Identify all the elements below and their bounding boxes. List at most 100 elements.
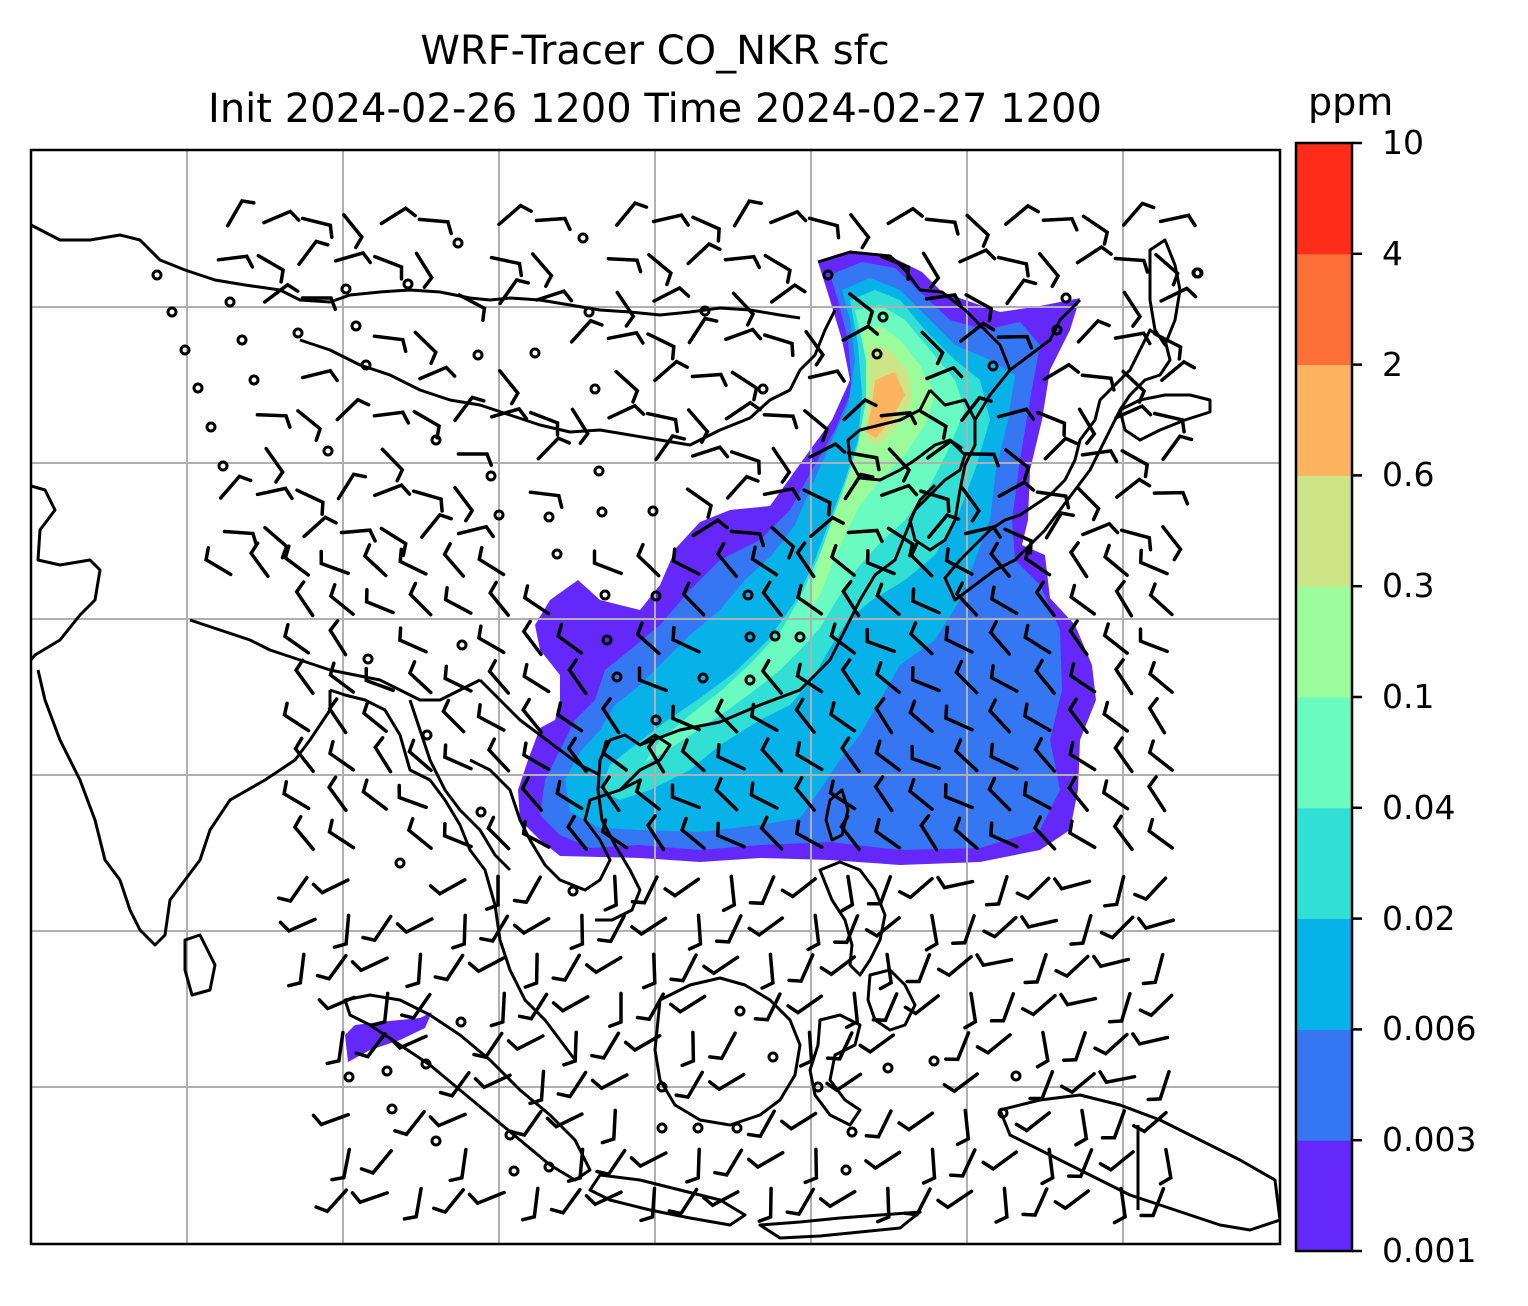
- wind-barb: [652, 285, 691, 303]
- wind-barb: [1136, 916, 1176, 931]
- wind-barb: [1102, 700, 1130, 733]
- wind-barb: [653, 359, 689, 383]
- wind-barb: [302, 515, 338, 539]
- wind-barb: [798, 1030, 814, 1068]
- wind-barb: [746, 1150, 785, 1170]
- wind-barb: [1035, 490, 1071, 510]
- wind-barb: [1098, 1070, 1137, 1085]
- wind-barb: [911, 587, 941, 615]
- wind-barb: [296, 409, 323, 442]
- calm-circle: [402, 278, 414, 290]
- wind-barb: [523, 952, 539, 989]
- wind-barb: [293, 736, 315, 773]
- calm-circle: [430, 1135, 442, 1147]
- wind-barb: [1022, 702, 1052, 733]
- wind-barb: [330, 1147, 352, 1182]
- wind-barb: [807, 369, 846, 383]
- wind-barb: [373, 736, 393, 774]
- wind-barb: [487, 659, 511, 695]
- coast-russia-far-east: [973, 298, 1082, 421]
- colorbar-segment: [1296, 475, 1352, 587]
- wind-barb: [701, 1190, 740, 1208]
- calm-circle: [455, 1016, 467, 1028]
- wind-barb: [880, 483, 919, 498]
- wind-barb: [566, 1147, 585, 1183]
- wind-barb: [1080, 448, 1119, 464]
- wind-barb: [636, 542, 661, 578]
- wind-barb: [522, 584, 551, 616]
- wind-barb: [958, 248, 997, 264]
- wind-barb: [848, 292, 875, 325]
- wind-barb: [350, 1191, 389, 1205]
- wind-barb: [818, 1189, 857, 1209]
- wind-barb: [725, 474, 760, 500]
- calm-circle: [362, 653, 374, 665]
- calm-circle: [1010, 1070, 1022, 1082]
- wind-barb: [319, 549, 350, 576]
- calm-circle: [692, 1122, 704, 1134]
- wind-barb: [1069, 913, 1093, 946]
- plot-title-line2: Init 2024-02-26 1200 Time 2024-02-27 120…: [208, 86, 1102, 132]
- calm-circle: [472, 349, 484, 361]
- wind-barb: [1147, 739, 1174, 772]
- wind-barb: [623, 1033, 662, 1053]
- wind-barb: [874, 739, 902, 772]
- wind-barb: [925, 365, 964, 381]
- wind-barb: [839, 814, 861, 851]
- wind-barb: [467, 1190, 506, 1206]
- wind-barb: [921, 251, 941, 290]
- wind-barb: [787, 953, 815, 983]
- wind-barb: [512, 875, 542, 905]
- wind-barb: [809, 515, 845, 539]
- wind-barb: [1100, 1109, 1127, 1140]
- wind-barb: [1081, 214, 1110, 246]
- calm-circle: [504, 1129, 516, 1141]
- wind-barb: [849, 213, 871, 250]
- wind-barb: [545, 1112, 584, 1129]
- calm-circle: [840, 1164, 852, 1176]
- border-tibet-south: [189, 618, 481, 702]
- wind-barb: [597, 914, 626, 944]
- wind-barb: [1076, 486, 1101, 522]
- wind-barb: [327, 697, 348, 735]
- wind-barb: [691, 215, 721, 243]
- wind-barb: [829, 544, 856, 577]
- wind-barb: [762, 486, 801, 501]
- coastlines: [31, 223, 1280, 1240]
- wind-barb: [336, 472, 368, 501]
- wind-barb: [551, 995, 590, 1013]
- wind-barb: [691, 518, 729, 538]
- coast-sumatra: [343, 993, 592, 1182]
- wind-barb: [761, 580, 783, 617]
- border-mongolia-south: [299, 309, 837, 447]
- wind-barb: [315, 953, 348, 981]
- wind-barb: [903, 994, 940, 1016]
- colorbar-tick-label: 0.3: [1382, 566, 1435, 606]
- wind-barb: [292, 814, 315, 851]
- wind-barb: [1158, 1147, 1173, 1186]
- wind-barb: [943, 783, 974, 810]
- wind-barb: [989, 821, 1019, 849]
- wind-barb: [795, 662, 824, 694]
- wind-barb: [846, 528, 884, 544]
- gridlines: [31, 150, 1280, 1244]
- wind-barb: [686, 408, 710, 444]
- wind-barb: [379, 206, 417, 226]
- wind-barb: [566, 814, 588, 851]
- wind-barb: [988, 620, 1012, 656]
- calm-circle: [744, 631, 756, 643]
- wind-barb: [749, 781, 779, 810]
- calm-circle: [543, 511, 555, 523]
- wind-barb: [1032, 815, 1057, 851]
- wind-barb: [486, 737, 511, 773]
- wind-barb: [639, 1186, 657, 1223]
- colorbar-tick-label: 0.001: [1382, 1231, 1477, 1270]
- wind-barb: [1021, 1187, 1049, 1217]
- wind-barb: [342, 213, 364, 250]
- calm-circle: [322, 445, 334, 457]
- wind-barb: [438, 1070, 471, 1098]
- wind-barb: [762, 333, 795, 358]
- wind-barb: [590, 1031, 621, 1060]
- wind-barb: [405, 952, 423, 989]
- wind-barb: [963, 525, 1002, 539]
